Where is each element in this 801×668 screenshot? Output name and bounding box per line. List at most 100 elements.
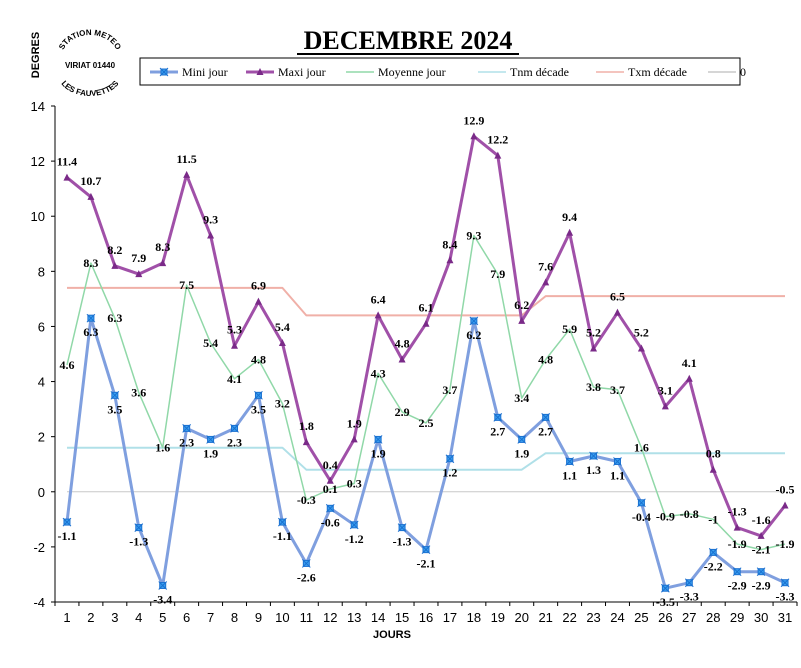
maxi-jour-marker: [231, 341, 239, 349]
legend-label: Tnm décade: [510, 65, 569, 79]
maxi-jour-marker: [518, 316, 526, 324]
maxi-jour-label: 8.4: [442, 237, 457, 251]
series-line-tnm-decade: [67, 446, 785, 471]
x-tick-label: 21: [538, 610, 552, 625]
legend-entry-zero: 0: [708, 65, 746, 79]
maxi-jour-marker: [542, 278, 550, 286]
legend-label: Moyenne jour: [378, 65, 446, 79]
mini-jour-marker: [278, 517, 287, 527]
moyenne-jour-label: 0.3: [347, 477, 362, 491]
moyenne-jour-label: 3.4: [514, 391, 529, 405]
maxi-jour-label: 5.3: [227, 323, 242, 337]
maxi-jour-marker: [254, 297, 262, 305]
legend-entry-txm-decade: Txm décade: [596, 65, 687, 79]
maxi-jour-marker: [302, 438, 310, 446]
mini-jour-marker: [349, 520, 359, 530]
legend-entry-moyenne-jour: Moyenne jour: [346, 65, 446, 79]
maxi-jour-label: 0.4: [323, 458, 338, 472]
maxi-jour-label: 7.6: [538, 259, 553, 273]
x-tick-label: 5: [159, 610, 166, 625]
y-tick-label: 0: [38, 485, 45, 500]
mini-jour-marker: [684, 578, 694, 588]
moyenne-jour-label: -0.9: [656, 510, 675, 524]
mini-jour-label: 1.9: [203, 446, 218, 460]
moyenne-jour-label: 3.2: [275, 397, 290, 411]
y-tick-label: 8: [38, 264, 45, 279]
moyenne-jour-label: 6.3: [107, 311, 122, 325]
mini-jour-label: 2.3: [227, 435, 242, 449]
maxi-jour-label: 5.2: [586, 325, 601, 339]
maxi-jour-label: 0.8: [706, 447, 721, 461]
x-tick-label: 17: [443, 610, 457, 625]
maxi-jour-marker: [566, 228, 574, 236]
maxi-jour-marker: [111, 261, 119, 269]
maxi-jour-label: 1.8: [299, 419, 314, 433]
mini-jour-label: -1.1: [57, 529, 76, 543]
maxi-jour-label: -1.6: [752, 513, 771, 527]
maxi-jour-label: 4.1: [682, 356, 697, 370]
moyenne-jour-label: -1.9: [776, 537, 795, 551]
maxi-jour-label: 5.4: [275, 320, 290, 334]
mini-jour-label: -2.2: [704, 559, 723, 573]
moyenne-jour-label: 4.1: [227, 372, 242, 386]
moyenne-jour-label: 1.6: [155, 441, 170, 455]
maxi-jour-label: 4.8: [395, 337, 410, 351]
y-tick-label: 2: [38, 430, 45, 445]
maxi-jour-label: 6.1: [419, 301, 434, 315]
legend-box: [139, 57, 741, 86]
x-tick-label: 7: [207, 610, 214, 625]
mini-jour-label: -2.6: [297, 570, 316, 584]
mini-jour-marker: [661, 583, 670, 593]
mini-jour-label: -1.1: [273, 529, 292, 543]
mini-jour-label: 2.7: [538, 424, 553, 438]
moyenne-jour-label: 7.5: [179, 278, 194, 292]
x-tick-label: 1: [63, 610, 70, 625]
maxi-jour-label: 6.4: [371, 292, 386, 306]
maxi-jour-label: -0.5: [776, 483, 795, 497]
x-tick-label: 26: [658, 610, 672, 625]
reference-lines: [67, 286, 785, 493]
series-line-maxi-jour: [66, 134, 787, 538]
mini-jour-label: 1.1: [610, 468, 625, 482]
legend-label: 0: [740, 65, 746, 79]
moyenne-jour-label: -0.8: [680, 507, 699, 521]
mini-jour-marker: [159, 67, 169, 77]
mini-jour-marker: [301, 559, 311, 568]
maxi-jour-label: 12.2: [487, 133, 508, 147]
x-tick-label: 10: [275, 610, 289, 625]
moyenne-jour-label: 3.7: [610, 383, 625, 397]
y-tick-label: 4: [38, 375, 45, 390]
x-tick-label: 12: [323, 610, 337, 625]
axes: [51, 105, 798, 606]
maxi-jour-marker: [709, 465, 717, 473]
mini-jour-label: 1.9: [371, 446, 386, 460]
maxi-jour-label: 12.9: [463, 113, 484, 127]
mini-jour-label: -3.4: [153, 592, 172, 606]
maxi-jour-marker: [494, 151, 502, 159]
maxi-jour-marker: [781, 501, 789, 509]
mini-jour-marker: [780, 578, 790, 588]
stamp-top-text: STATION METEO: [57, 28, 123, 51]
mini-jour-label: -2.9: [752, 579, 771, 593]
maxi-jour-label: 8.2: [107, 243, 122, 257]
maxi-jour-label: 8.3: [155, 240, 170, 254]
moyenne-jour-label: 7.9: [490, 267, 505, 281]
maxi-jour-marker: [422, 319, 430, 327]
mini-jour-marker: [613, 457, 622, 466]
maxi-jour-marker: [183, 170, 191, 178]
mini-jour-marker: [445, 454, 455, 464]
mini-jour-marker: [541, 413, 551, 422]
maxi-jour-label: 5.2: [634, 325, 649, 339]
mini-jour-label: 1.3: [586, 463, 601, 477]
x-tick-label: 15: [395, 610, 409, 625]
maxi-jour-label: 6.2: [514, 298, 529, 312]
x-tick-label: 8: [231, 610, 238, 625]
mini-jour-label: -3.3: [680, 590, 699, 604]
moyenne-jour-label: 3.8: [586, 380, 601, 394]
moyenne-jour-label: 0.1: [323, 482, 338, 496]
maxi-jour-marker: [350, 435, 358, 443]
mini-jour-marker: [325, 503, 335, 513]
x-tick-label: 28: [706, 610, 720, 625]
moyenne-jour-label: 4.8: [251, 353, 266, 367]
